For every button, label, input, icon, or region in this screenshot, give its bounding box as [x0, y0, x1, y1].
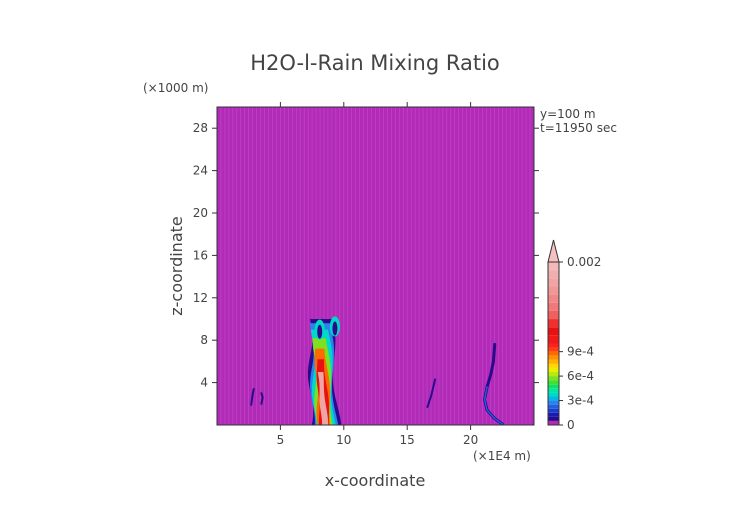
colorbar-band [548, 376, 559, 381]
x-tick-label: 20 [463, 433, 478, 447]
colorbar-band [548, 286, 559, 295]
colorbar-band [548, 343, 559, 348]
y-axis-label: z-coordinate [167, 216, 186, 316]
colorbar-tick-label: 0 [567, 418, 575, 432]
rain-filament-core [483, 386, 503, 425]
x-tick-label: 15 [400, 433, 415, 447]
colorbar-band [548, 412, 559, 417]
y-tick-label: 16 [193, 248, 208, 262]
colorbar-band [548, 404, 559, 409]
colorbar-band [548, 347, 559, 352]
rain-column-top-core [317, 324, 323, 339]
colorbar-band [548, 363, 559, 368]
chart-title: H2O-l-Rain Mixing Ratio [250, 51, 500, 75]
y-tick-label: 8 [200, 333, 208, 347]
colorbar-band [548, 355, 559, 360]
rain-features [250, 316, 504, 426]
x-unit-label: (×1E4 m) [473, 449, 531, 463]
rain-contour-level [317, 372, 329, 425]
y-tick-label: 20 [193, 206, 208, 220]
main-rain-column [307, 316, 342, 425]
colorbar-band [548, 392, 559, 397]
annotation-time: t=11950 sec [540, 121, 617, 135]
colorbar-band [548, 359, 559, 364]
colorbar-tick-label: 3e-4 [567, 394, 594, 408]
colorbar-band [548, 270, 559, 279]
left-streak [250, 387, 264, 406]
x-tick-label: 10 [336, 433, 351, 447]
colorbar-band [548, 310, 559, 320]
y-axis-ticks: 4 8 12 16 20 24 28 [193, 121, 539, 390]
y-tick-label: 12 [193, 291, 208, 305]
colorbar-band [548, 380, 559, 385]
colorbar-band [548, 420, 559, 425]
plot-frame [216, 106, 535, 426]
rain-streak [260, 392, 264, 405]
rain-streak [426, 378, 437, 408]
right-filament [483, 342, 504, 426]
colorbar-tick-label: 6e-4 [567, 369, 594, 383]
plot-area [216, 106, 535, 426]
x-tick-label: 5 [277, 433, 285, 447]
colorbar-band [548, 367, 559, 373]
colorbar-band [548, 396, 559, 401]
y-tick-label: 4 [200, 376, 208, 390]
rain-streak [250, 387, 255, 406]
y-unit-label: (×1000 m) [143, 81, 208, 95]
colorbar-band [548, 416, 559, 421]
rain-column-top-core [332, 321, 338, 336]
colorbar-overflow-arrow [547, 239, 560, 263]
colorbar-band [548, 400, 559, 405]
annotation-y-position: y=100 m [540, 107, 596, 121]
colorbar: 0 3e-4 6e-4 9e-4 0.002 [547, 239, 601, 432]
colorbar-band [548, 278, 559, 287]
plot-texture [220, 107, 531, 425]
colorbar-band [548, 262, 559, 271]
colorbar-band [548, 302, 559, 311]
colorbar-band [548, 351, 559, 356]
colorbar-band [548, 372, 559, 377]
colorbar-band [548, 384, 559, 389]
colorbar-band [548, 294, 559, 303]
colorbar-tick-label: 0.002 [567, 255, 601, 269]
x-axis-ticks: 5 10 15 20 [277, 102, 478, 447]
colorbar-frame [547, 261, 560, 426]
colorbar-tick-label: 9e-4 [567, 345, 594, 359]
x-axis-label: x-coordinate [325, 471, 426, 490]
colorbar-band [548, 335, 559, 344]
y-tick-label: 28 [193, 121, 208, 135]
mid-streak [426, 378, 437, 408]
colorbar-band [548, 319, 559, 328]
colorbar-band [548, 327, 559, 336]
colorbar-band [548, 388, 559, 393]
colorbar-band [548, 408, 559, 413]
y-tick-label: 24 [193, 164, 208, 178]
